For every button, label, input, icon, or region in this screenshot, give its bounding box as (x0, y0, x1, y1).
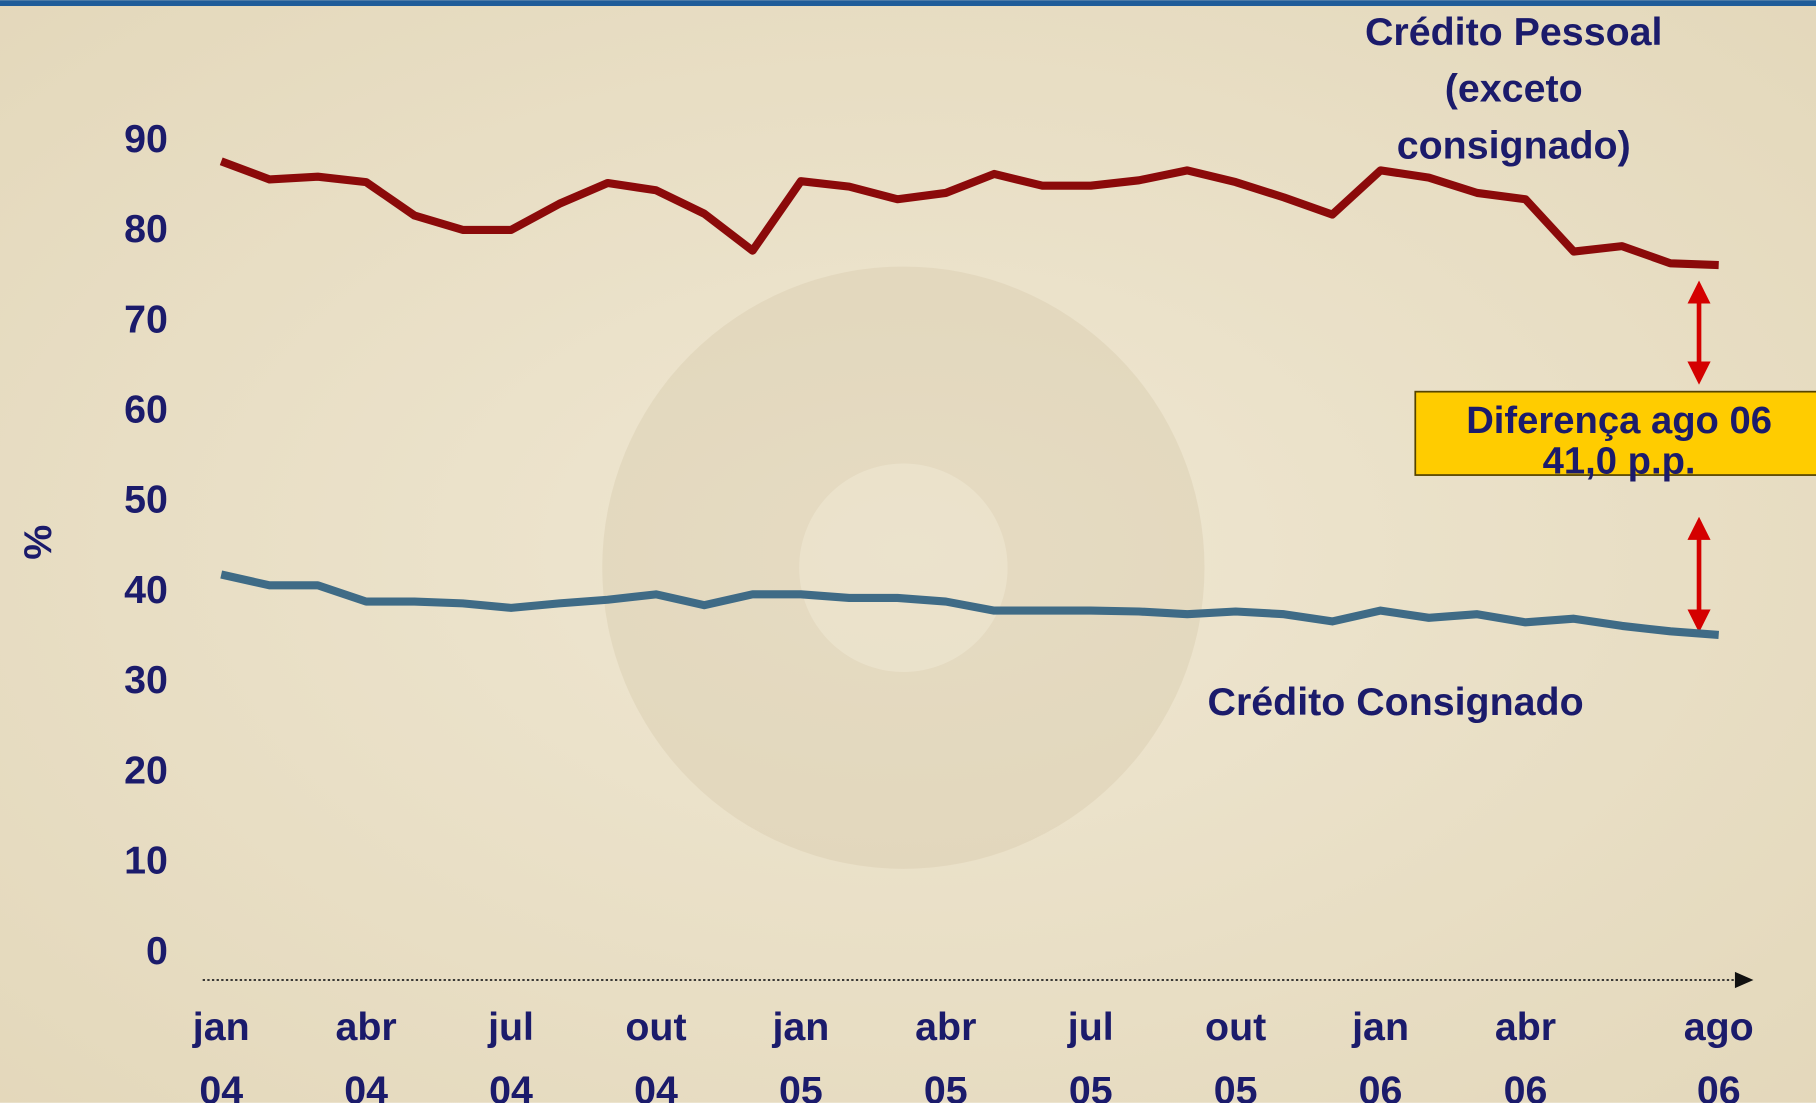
y-tick-label: 70 (124, 297, 168, 341)
page: {"chart_data": {"type": "line", "categor… (0, 0, 1816, 1103)
y-tick-label: 50 (124, 478, 168, 522)
y-tick-label: 30 (124, 658, 168, 702)
series-label: Crédito Consignado (1208, 680, 1584, 724)
y-tick-label: 60 (124, 388, 168, 432)
y-tick-label: 0 (146, 929, 168, 973)
difference-value: 41,0 p.p. (1543, 440, 1696, 483)
y-tick-label: 80 (124, 207, 168, 251)
y-tick-label: 90 (124, 117, 168, 161)
difference-title: Diferença ago 06 (1466, 399, 1772, 442)
chart: Diferença ago 06 41,0 p.p. % 0 10 20 30 40 50… (0, 0, 1816, 1103)
y-axis-label: % (16, 525, 60, 560)
y-tick-label: 40 (124, 568, 168, 612)
y-tick-label: 10 (124, 839, 168, 883)
y-tick-label: 20 (124, 748, 168, 792)
top-border (0, 0, 1816, 6)
watermark (799, 463, 1007, 671)
